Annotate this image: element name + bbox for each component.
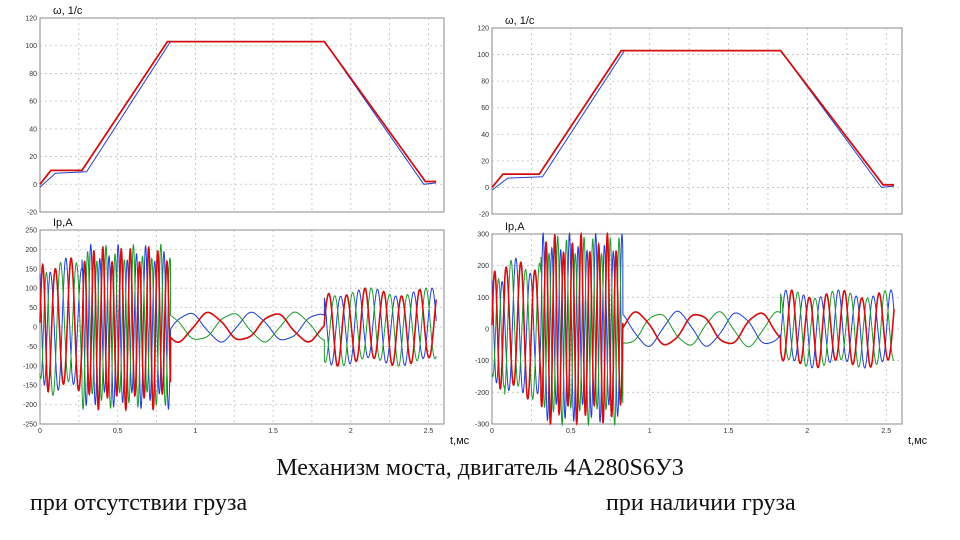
x-tick-label: 0 xyxy=(490,428,494,435)
y-axis-label: Iр,А xyxy=(53,217,73,229)
y-axis-label: Iр,А xyxy=(505,221,525,233)
x-tick-label: 1.5 xyxy=(268,428,278,435)
y-tick-label: 200 xyxy=(477,263,489,270)
x-tick-label: 0.5 xyxy=(566,428,576,435)
chart-left-top: 120 100 80 60 40 20 0 -20 ω, 1/с xyxy=(25,5,445,217)
x-tick-label: 0 xyxy=(38,428,42,435)
y-axis-label: ω, 1/с xyxy=(53,5,83,17)
y-tick-label: 40 xyxy=(481,132,489,139)
y-tick-label: 120 xyxy=(477,26,489,33)
y-tick-label: 0 xyxy=(485,327,489,334)
y-tick-label: 0 xyxy=(33,325,37,332)
x-tick-label: 1.5 xyxy=(724,428,734,435)
current-phase-a-line xyxy=(491,231,895,426)
current-phase-a-line xyxy=(39,245,437,413)
y-tick-label: -250 xyxy=(23,422,37,429)
x-axis-label: t,мс xyxy=(908,435,928,447)
plot-frame xyxy=(491,27,903,215)
y-tick-label: 100 xyxy=(477,295,489,302)
x-tick-label: 1 xyxy=(648,428,652,435)
y-tick-label: 200 xyxy=(25,247,37,254)
y-tick-label: 50 xyxy=(29,305,37,312)
chart-right-top: 120 100 80 60 40 20 0 -20 ω, 1/с xyxy=(477,15,903,219)
x-tick-label: 0.5 xyxy=(113,428,123,435)
y-tick-label: 120 xyxy=(25,16,37,23)
y-tick-label: -200 xyxy=(475,390,489,397)
y-tick-label: 20 xyxy=(481,158,489,165)
y-tick-label: 40 xyxy=(29,126,37,133)
x-tick-label: 2 xyxy=(349,428,353,435)
y-tick-label: 250 xyxy=(25,228,37,235)
caption-right: при наличии груза xyxy=(606,490,796,516)
current-phase-c-line xyxy=(39,243,437,411)
y-tick-label: -100 xyxy=(475,358,489,365)
x-tick-label: 1 xyxy=(193,428,197,435)
x-tick-label: 2.5 xyxy=(881,428,891,435)
y-tick-label: 150 xyxy=(25,266,37,273)
x-axis-label: t,мс xyxy=(450,435,470,447)
caption-left: при отсутствии груза xyxy=(30,490,248,516)
y-tick-label: -200 xyxy=(23,402,37,409)
y-tick-label: -300 xyxy=(475,422,489,429)
y-tick-label: 100 xyxy=(25,43,37,50)
y-tick-label: 100 xyxy=(477,52,489,59)
x-tick-label: 2.5 xyxy=(424,428,434,435)
plot-frame xyxy=(39,17,445,213)
y-tick-label: -20 xyxy=(479,212,489,219)
y-tick-label: 80 xyxy=(481,79,489,86)
series-ref-line xyxy=(39,40,437,185)
y-tick-label: 60 xyxy=(29,99,37,106)
y-axis-label: ω, 1/с xyxy=(505,15,535,27)
y-tick-label: 0 xyxy=(33,182,37,189)
y-tick-label: -100 xyxy=(23,363,37,370)
current-phase-c-line xyxy=(491,235,895,427)
y-tick-label: -20 xyxy=(27,210,37,217)
y-tick-label: -50 xyxy=(27,344,37,351)
y-tick-label: 60 xyxy=(481,105,489,112)
y-tick-label: 100 xyxy=(25,286,37,293)
series-ref-line xyxy=(491,49,895,188)
y-tick-label: 300 xyxy=(477,232,489,239)
y-tick-label: -150 xyxy=(23,383,37,390)
x-tick-label: 2 xyxy=(805,428,809,435)
caption-main: Механизм моста, двигатель 4А280S6У3 xyxy=(276,455,684,481)
y-tick-label: 80 xyxy=(29,71,37,78)
y-tick-label: 20 xyxy=(29,154,37,161)
y-tick-label: 0 xyxy=(485,185,489,192)
